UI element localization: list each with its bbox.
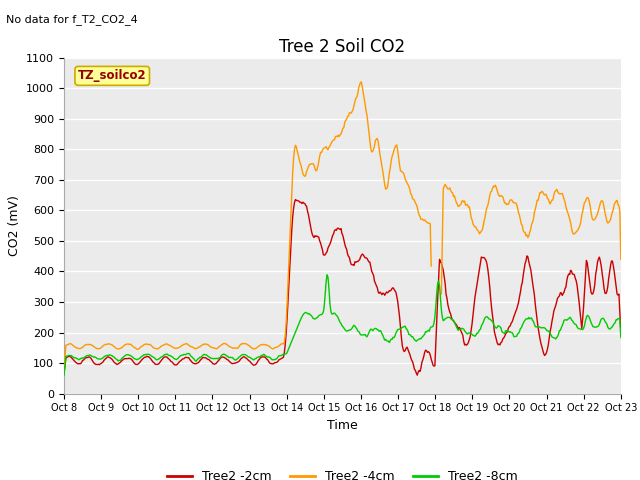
Text: TZ_soilco2: TZ_soilco2	[78, 70, 147, 83]
Text: No data for f_T2_CO2_4: No data for f_T2_CO2_4	[6, 14, 138, 25]
Legend: Tree2 -2cm, Tree2 -4cm, Tree2 -8cm: Tree2 -2cm, Tree2 -4cm, Tree2 -8cm	[162, 465, 523, 480]
X-axis label: Time: Time	[327, 419, 358, 432]
Y-axis label: CO2 (mV): CO2 (mV)	[8, 195, 20, 256]
Title: Tree 2 Soil CO2: Tree 2 Soil CO2	[279, 38, 406, 56]
